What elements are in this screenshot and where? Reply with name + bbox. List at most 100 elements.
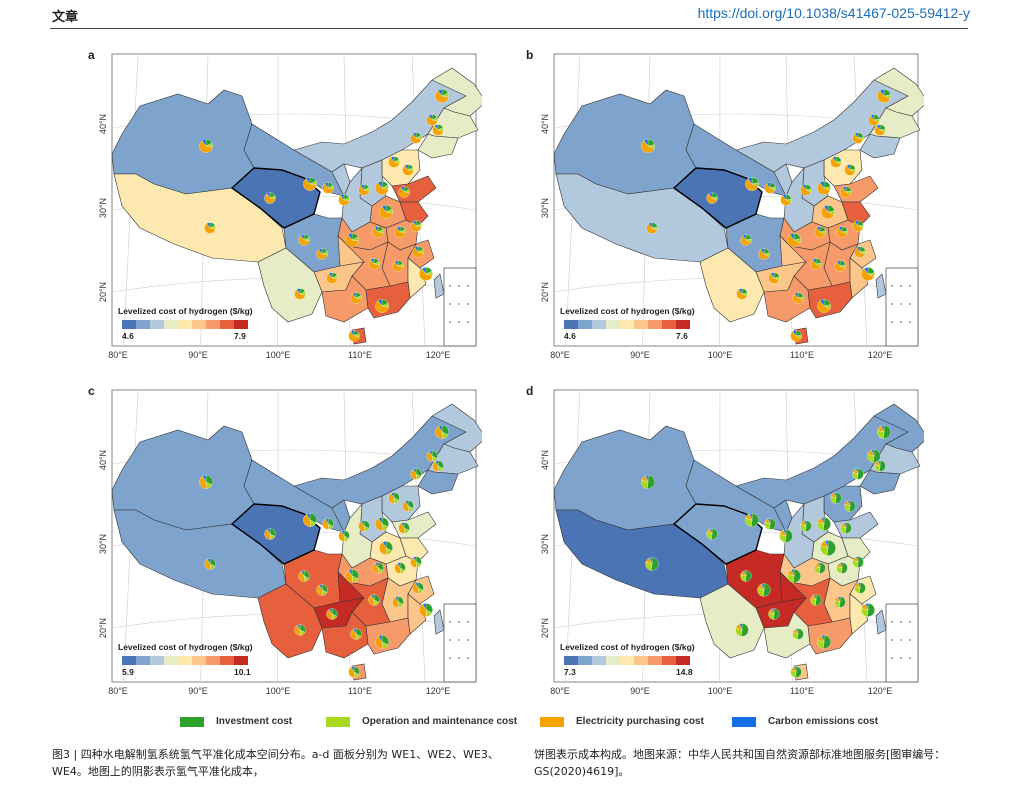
cost-pie xyxy=(204,222,216,234)
cost-pie xyxy=(645,557,659,571)
scale-swatch xyxy=(592,656,606,665)
scale-max: 14.8 xyxy=(676,667,693,677)
cost-pie xyxy=(817,181,831,195)
color-scale-legend: Levelized cost of hydrogen ($/kg) 7.3 14.8 xyxy=(560,642,695,677)
cost-pie xyxy=(830,156,842,168)
cost-pie xyxy=(345,233,359,247)
lon-tick-label: 80°E xyxy=(108,686,128,696)
legend-label: Carbon emissions cost xyxy=(768,716,879,727)
cost-pie xyxy=(410,220,422,232)
cost-pie xyxy=(322,518,334,530)
legend-label: Investment cost xyxy=(216,716,293,727)
scale-swatch xyxy=(220,656,234,665)
scale-swatch xyxy=(192,320,206,329)
cost-pie xyxy=(641,475,655,489)
cost-pie xyxy=(779,529,793,543)
lon-tick-label: 100°E xyxy=(266,686,291,696)
cost-pie xyxy=(372,562,384,574)
cost-pie xyxy=(316,248,328,260)
cost-pie xyxy=(814,226,826,238)
lon-tick-label: 90°E xyxy=(630,686,650,696)
region-outline xyxy=(230,167,321,229)
cost-pie xyxy=(398,522,410,534)
cost-pie xyxy=(298,570,310,582)
panel-label: b xyxy=(526,48,534,62)
scale-max: 7.6 xyxy=(676,331,688,341)
province-jiangsu xyxy=(841,537,871,563)
cost-pie xyxy=(740,234,752,246)
cost-pie xyxy=(410,556,422,568)
scale-swatch xyxy=(648,320,662,329)
cost-pie xyxy=(874,460,886,472)
lon-tick-label: 100°E xyxy=(708,686,733,696)
provinces xyxy=(553,67,924,345)
cost-pie xyxy=(877,425,891,439)
cost-pie xyxy=(412,246,424,258)
cost-pie xyxy=(854,246,866,258)
lat-tick-label: 40°N xyxy=(98,114,108,134)
cost-pie xyxy=(345,569,359,583)
cost-pie xyxy=(388,492,400,504)
pie-legend: Investment cost Operation and maintenanc… xyxy=(0,716,1014,736)
cost-pie xyxy=(764,182,776,194)
scale-swatch xyxy=(620,320,634,329)
cost-pie xyxy=(790,330,802,342)
cost-pie xyxy=(375,181,389,195)
scale-swatch xyxy=(564,320,578,329)
color-scale-legend: Levelized cost of hydrogen ($/kg) 5.9 10.1 xyxy=(118,642,253,677)
legend-title: Levelized cost of hydrogen ($/kg) xyxy=(118,642,253,652)
scale-swatch xyxy=(220,320,234,329)
cost-pie xyxy=(821,205,835,219)
scale-swatch xyxy=(234,320,248,329)
cost-pie xyxy=(810,258,822,270)
cost-pie xyxy=(350,292,362,304)
cost-pie xyxy=(350,628,362,640)
legend-swatch xyxy=(180,716,204,727)
color-scale-legend: Levelized cost of hydrogen ($/kg) 4.6 7.6 xyxy=(560,306,695,341)
figure-caption-left: 图3 | 四种水电解制氢系统氢气平准化成本空间分布。a-d 面板分别为 WE1、… xyxy=(52,748,499,778)
cost-pie xyxy=(834,260,846,272)
cost-pie xyxy=(375,299,389,313)
pie-markers xyxy=(641,89,891,342)
cost-pie xyxy=(787,569,801,583)
province-jiangsu xyxy=(841,201,871,227)
cost-pie xyxy=(844,500,856,512)
cost-pie xyxy=(757,583,771,597)
cost-pie xyxy=(392,260,404,272)
provinces xyxy=(111,67,482,345)
lon-tick-label: 110°E xyxy=(348,686,372,696)
cost-pie xyxy=(402,164,414,176)
lon-tick-label: 110°E xyxy=(790,686,814,696)
doi-link[interactable]: https://doi.org/10.1038/s41467-025-59412… xyxy=(697,5,970,21)
cost-pie xyxy=(303,513,317,527)
cost-pie xyxy=(740,570,752,582)
lat-tick-label: 30°N xyxy=(98,198,108,218)
cost-pie xyxy=(388,156,400,168)
scale-min: 7.3 xyxy=(564,667,576,677)
scale-swatch xyxy=(136,656,150,665)
cost-pie xyxy=(358,520,370,532)
scale-min: 5.9 xyxy=(122,667,134,677)
province-ningxia xyxy=(773,163,793,197)
cost-pie xyxy=(264,528,276,540)
province-yunnan xyxy=(699,247,765,323)
scale-swatch xyxy=(578,656,592,665)
cost-pie xyxy=(861,603,875,617)
cost-pie xyxy=(840,186,852,198)
china-map: 80°E 90°E 100°E 110°E 120°E 40°N 30°N 20°N Level… xyxy=(98,389,482,696)
cost-pie xyxy=(820,540,836,556)
cost-pie xyxy=(358,184,370,196)
cost-pie xyxy=(426,114,438,126)
panel-label: a xyxy=(88,48,95,62)
cost-pie xyxy=(790,666,802,678)
cost-pie xyxy=(800,520,812,532)
legend-title: Levelized cost of hydrogen ($/kg) xyxy=(560,306,695,316)
cost-pie xyxy=(432,124,444,136)
lat-tick-label: 40°N xyxy=(540,450,550,470)
province-yunnan xyxy=(257,247,323,323)
cost-pie xyxy=(817,517,831,531)
legend-title: Levelized cost of hydrogen ($/kg) xyxy=(118,306,253,316)
province-ningxia xyxy=(331,499,351,533)
scale-swatch xyxy=(206,320,220,329)
map-panel-d: 80°E 90°E 100°E 110°E 120°E 40°N 30°N 20°N Level… xyxy=(524,382,924,696)
